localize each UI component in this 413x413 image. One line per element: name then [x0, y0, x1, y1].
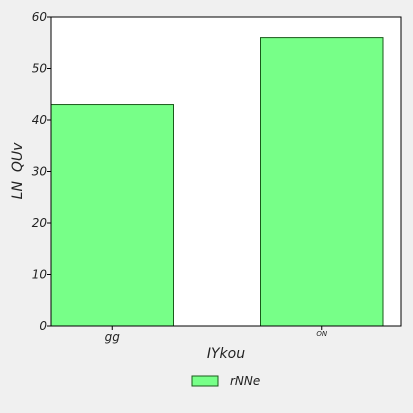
legend: rNNe [191, 374, 260, 388]
x-axis: gg ON [105, 326, 328, 344]
y-tick-label: 10 [32, 268, 48, 282]
legend-label: rNNe [230, 374, 260, 388]
bars-group [50, 37, 384, 327]
y-tick-label: 60 [32, 10, 48, 24]
y-tick-label: 0 [39, 319, 47, 333]
y-tick-label: 20 [32, 216, 48, 230]
bar [260, 37, 384, 327]
y-tick-label: 50 [32, 62, 48, 76]
y-tick-label: 30 [32, 165, 48, 179]
legend-swatch [191, 375, 219, 387]
bar [50, 104, 174, 327]
x-tick-label: ON [316, 330, 328, 338]
x-axis-title: IYkou [207, 346, 245, 362]
y-axis: 0 10 20 30 40 50 60 [32, 10, 51, 333]
y-tick-label: 40 [32, 113, 48, 127]
x-tick-label: gg [105, 330, 121, 344]
y-axis-title: LN QUv [10, 142, 26, 199]
